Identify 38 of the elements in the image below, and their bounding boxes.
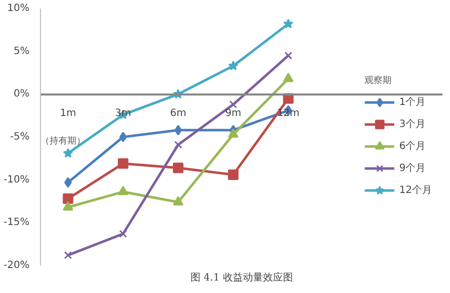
point: [283, 72, 294, 82]
point: [118, 158, 128, 169]
legend-label: 3个月: [399, 118, 426, 130]
x-tick-label: 9m: [225, 108, 242, 120]
x-tick-label: 1m: [60, 108, 76, 120]
legend-label: 9个月: [399, 162, 426, 174]
y-tick-label: -15%: [4, 217, 30, 228]
legend-label: 12个月: [399, 184, 432, 196]
point: [228, 128, 238, 138]
point: [172, 196, 184, 206]
y-tick-label: -5%: [10, 132, 30, 142]
point: [283, 18, 294, 28]
point: [228, 60, 238, 70]
legend-title: 观察期: [364, 74, 392, 86]
point: [118, 186, 128, 196]
point: [64, 177, 72, 188]
point: [64, 251, 72, 260]
point: [62, 201, 74, 211]
y-tick-label: -20%: [4, 260, 30, 271]
point: [63, 148, 74, 158]
point: [119, 230, 128, 238]
point: [284, 52, 292, 60]
x-tick-label: 6m: [170, 108, 186, 120]
y-tick-label: -10%: [4, 174, 30, 186]
x-axis-title: （持有期）: [40, 135, 86, 146]
y-tick-label: 5%: [14, 46, 30, 57]
point: [119, 132, 127, 142]
point: [174, 140, 182, 149]
point: [174, 124, 182, 136]
point: [172, 162, 184, 174]
legend-label: 6个月: [399, 140, 426, 152]
point: [228, 169, 238, 180]
point: [62, 193, 74, 204]
y-tick-label: 0%: [14, 88, 30, 100]
y-tick-label: 10%: [7, 3, 30, 14]
caption: 图 4.1 收益动量效应图: [190, 272, 293, 284]
legend-label: 1个月: [399, 96, 426, 108]
point: [229, 100, 238, 108]
